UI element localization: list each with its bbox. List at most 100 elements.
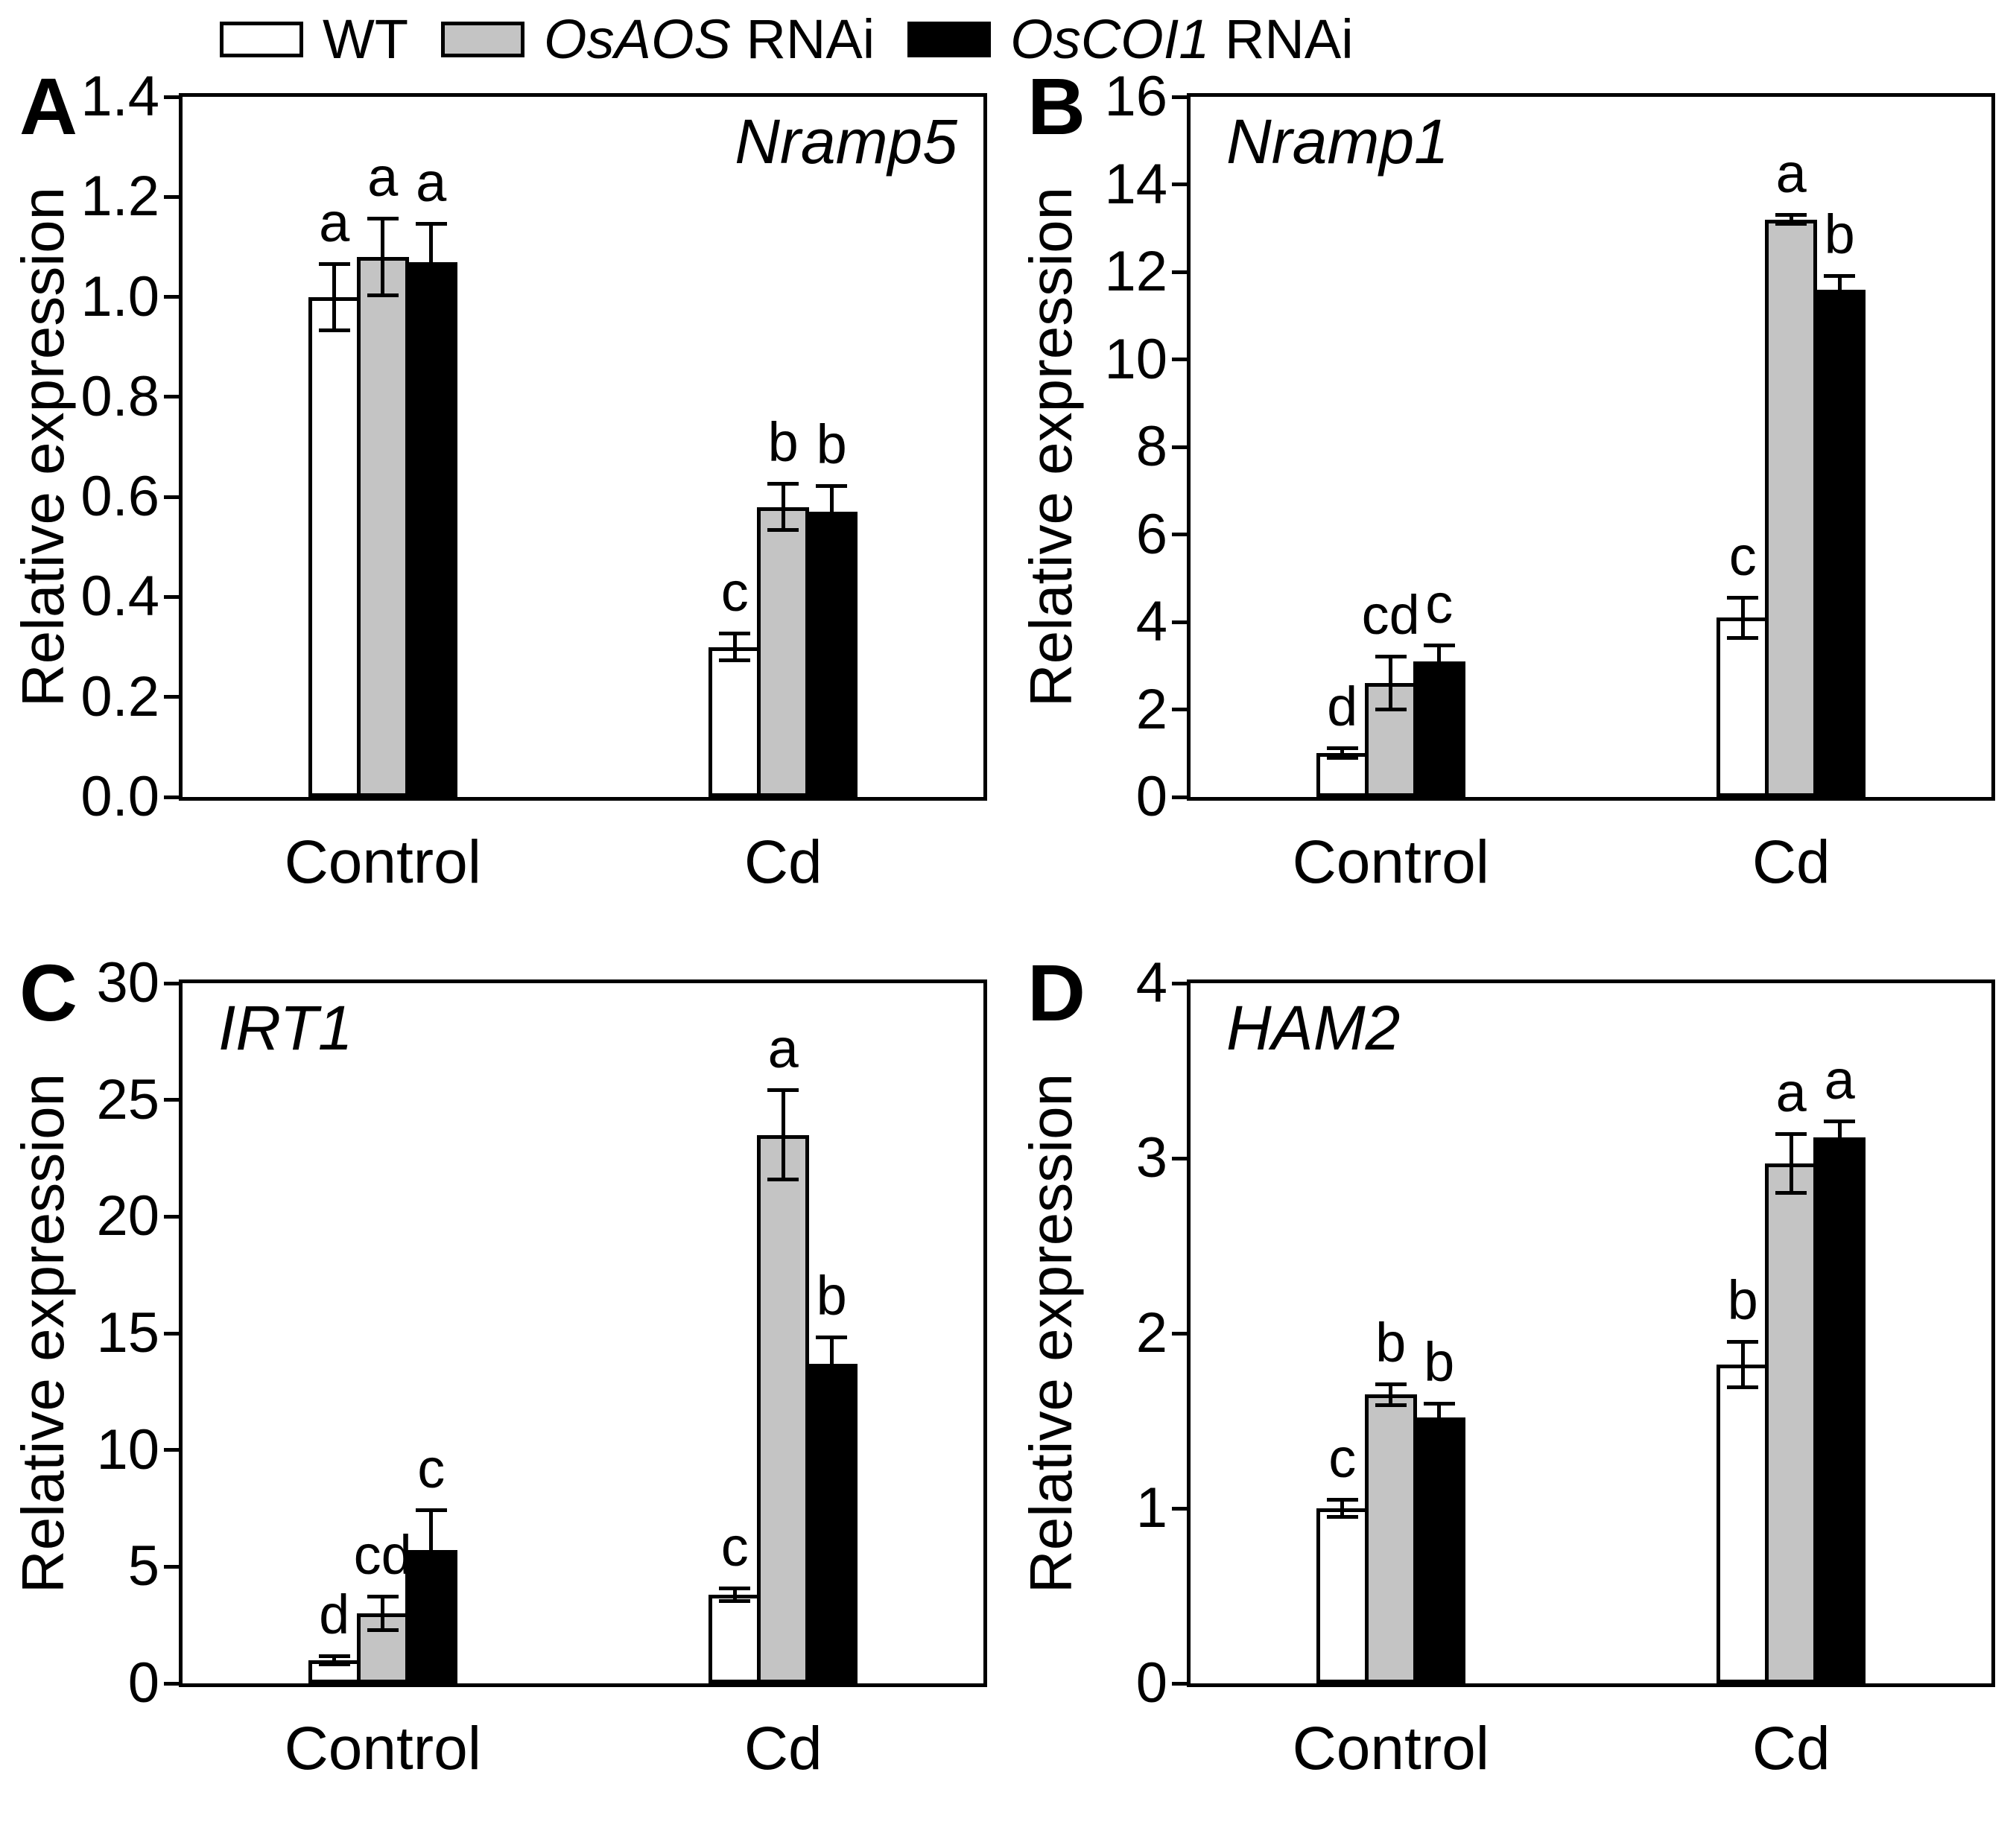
y-tick-label: 6 — [1135, 502, 1167, 566]
error-bar — [1789, 212, 1793, 226]
x-category-label: Cd — [1752, 828, 1830, 896]
y-tick-mark — [1172, 1331, 1187, 1336]
error-bar — [1740, 1340, 1745, 1390]
error-bar — [1389, 655, 1393, 712]
panel-letter: D — [1027, 947, 1085, 1038]
y-axis-label: Relative expression — [10, 186, 76, 708]
error-bar-top-cap — [719, 1586, 751, 1590]
significance-letter: a — [416, 150, 447, 213]
y-tick-label: 0.0 — [80, 765, 159, 828]
bar-wt-control — [1316, 1508, 1369, 1683]
legend-item-oscoi1-rnai: OsCOI1 RNAi — [907, 12, 1354, 67]
y-tick-label: 10 — [96, 1417, 159, 1482]
x-category-label: Control — [1292, 828, 1489, 896]
y-tick-mark — [164, 1448, 179, 1452]
bar-wt-control — [1316, 753, 1369, 797]
gene-label: Nramp5 — [735, 107, 957, 177]
y-tick-label: 0 — [1135, 1651, 1167, 1715]
error-bar-bottom-cap — [415, 298, 447, 302]
plot-area: Nramp5 a a a c b b — [179, 93, 987, 801]
error-bar-bottom-cap — [1375, 1403, 1407, 1407]
significance-letter: b — [816, 1265, 847, 1327]
y-tick-label: 8 — [1135, 415, 1167, 478]
error-bar-top-cap — [415, 221, 447, 226]
y-tick-mark — [164, 1564, 179, 1569]
y-tick-mark — [1172, 620, 1187, 624]
error-bar — [429, 221, 434, 302]
error-bar-bottom-cap — [1423, 1429, 1455, 1433]
plot-area: HAM2 c b b b a a — [1187, 979, 1995, 1687]
y-tick-mark — [164, 395, 179, 399]
legend-item-wt: WT — [220, 12, 408, 67]
y-tick-mark — [164, 695, 179, 699]
x-category-label: Cd — [1752, 1715, 1830, 1782]
y-tick-label: 1.4 — [80, 65, 159, 128]
gene-label: HAM2 — [1226, 993, 1401, 1063]
error-bar-top-cap — [1727, 1340, 1759, 1344]
panel-letter: C — [19, 947, 77, 1038]
y-tick-mark — [164, 795, 179, 799]
panel-C: C Relative expression IRT1 d cd c c a b 0 5 10 15 20 2… — [0, 953, 1008, 1844]
bar-oscoi1-rnai-cd — [1813, 1137, 1866, 1683]
error-bar-bottom-cap — [719, 1598, 751, 1603]
error-bar — [1340, 1497, 1345, 1519]
y-tick-label: 2 — [1135, 677, 1167, 741]
error-bar-top-cap — [816, 484, 848, 489]
bar-wt-control — [308, 296, 361, 797]
error-bar-top-cap — [1824, 273, 1856, 278]
y-tick-mark — [1172, 445, 1187, 449]
legend: WT OsAOS RNAi OsCOI1 RNAi — [220, 12, 1354, 67]
error-bar — [1837, 1120, 1842, 1155]
y-tick-mark — [1172, 795, 1187, 799]
y-tick-label: 2 — [1135, 1301, 1167, 1365]
y-tick-mark — [164, 594, 179, 599]
significance-letter: c — [720, 1515, 749, 1578]
y-tick-mark — [1172, 1156, 1187, 1160]
y-tick-mark — [164, 981, 179, 985]
y-tick-mark — [1172, 358, 1187, 361]
error-bar-bottom-cap — [1727, 1385, 1759, 1390]
error-bar-top-cap — [1375, 655, 1407, 659]
y-tick-mark — [164, 1098, 179, 1102]
significance-letter: c — [1728, 524, 1757, 587]
significance-letter: c — [1328, 1426, 1357, 1489]
error-bar-top-cap — [719, 632, 751, 636]
error-bar-bottom-cap — [1727, 635, 1759, 640]
bar-oscoi1-rnai-cd — [805, 1363, 858, 1683]
y-tick-label: 0.8 — [80, 364, 159, 428]
error-bar — [332, 261, 337, 332]
gene-label: Nramp1 — [1226, 107, 1449, 177]
error-bar-bottom-cap — [318, 328, 350, 332]
error-bar-bottom-cap — [1375, 708, 1407, 712]
y-tick-label: 20 — [96, 1184, 159, 1248]
y-tick-label: 14 — [1104, 152, 1167, 216]
error-bar — [381, 1594, 385, 1633]
y-tick-label: 0 — [127, 1651, 159, 1715]
significance-letter: c — [1425, 573, 1454, 635]
error-bar — [829, 1336, 834, 1392]
y-tick-mark — [164, 194, 179, 199]
y-tick-mark — [1172, 1681, 1187, 1686]
error-bar — [1437, 1401, 1442, 1433]
significance-letter: d — [1327, 676, 1358, 738]
significance-letter: c — [417, 1438, 446, 1499]
x-category-label: Cd — [744, 1715, 822, 1782]
significance-letter: a — [1775, 1061, 1807, 1123]
significance-letter: b — [1375, 1311, 1407, 1374]
y-tick-mark — [1172, 533, 1187, 536]
error-bar-top-cap — [1326, 746, 1358, 751]
legend-swatch — [907, 22, 992, 57]
error-bar-bottom-cap — [719, 658, 751, 662]
y-tick-mark — [164, 95, 179, 99]
error-bar-bottom-cap — [318, 1662, 350, 1666]
bar-wt-cd — [709, 1594, 761, 1683]
legend-label: WT — [323, 8, 409, 70]
y-tick-label: 4 — [1135, 590, 1167, 653]
y-tick-mark — [164, 495, 179, 499]
error-bar-bottom-cap — [767, 1178, 799, 1182]
error-bar-bottom-cap — [367, 293, 399, 297]
error-bar-top-cap — [318, 1654, 350, 1658]
y-tick-label: 1 — [1135, 1476, 1167, 1540]
error-bar — [781, 482, 785, 533]
